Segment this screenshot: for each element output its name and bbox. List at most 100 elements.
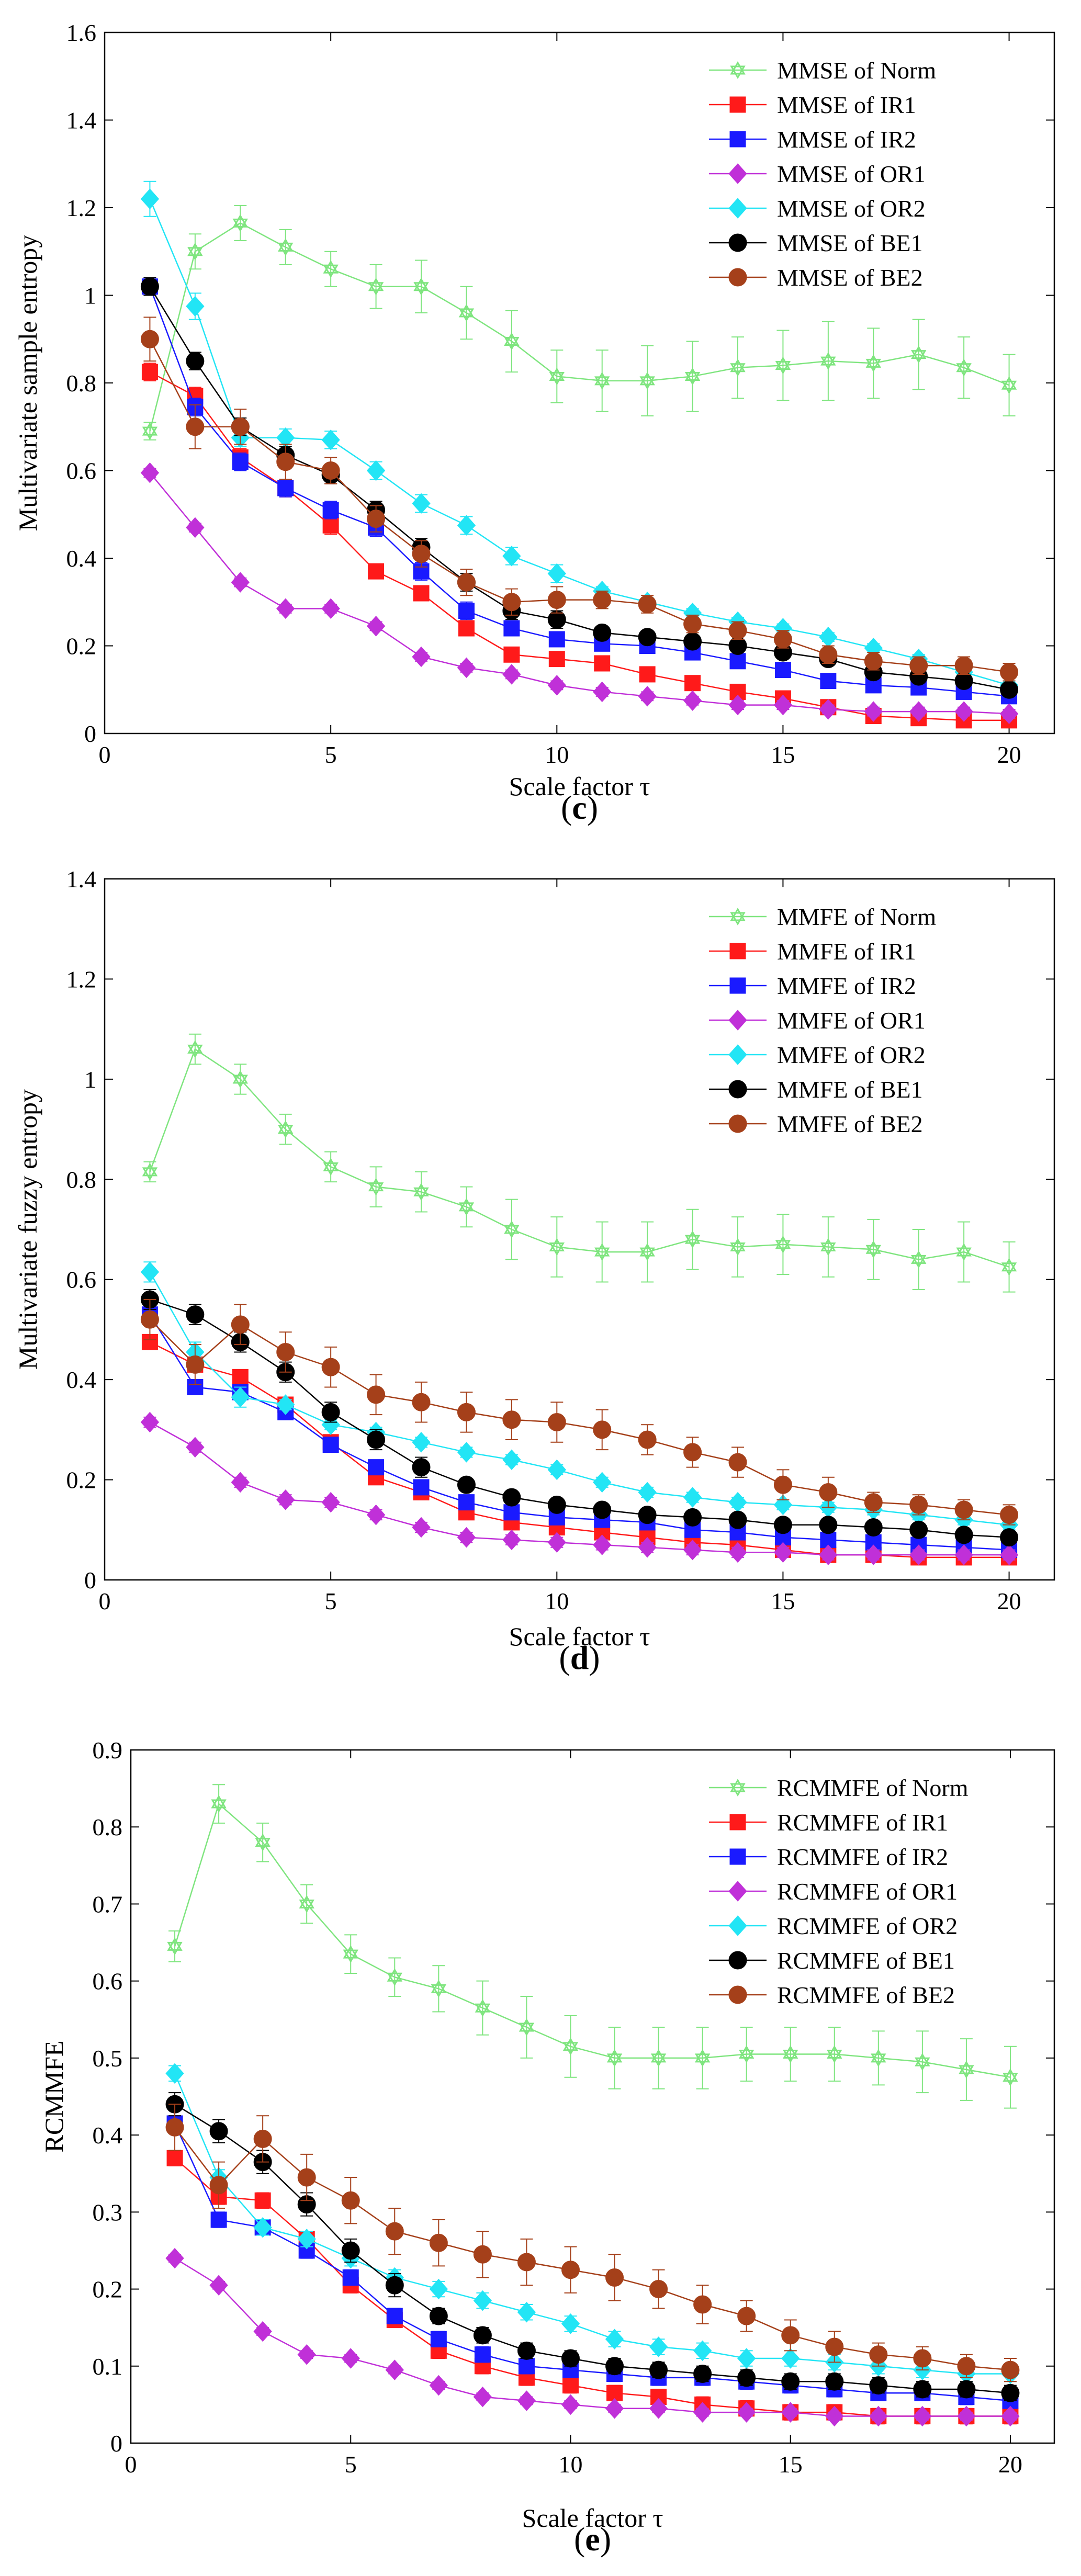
y-tick-label: 0.6: [66, 458, 97, 484]
data-point: [210, 2211, 227, 2228]
data-point: [693, 2402, 712, 2423]
data-point: [209, 2122, 228, 2141]
data-point: [140, 277, 159, 296]
data-point: [869, 2405, 888, 2427]
data-point: [649, 2280, 668, 2299]
data-point: [561, 2394, 580, 2415]
data-point: [412, 1432, 431, 1453]
data-point: [367, 1385, 386, 1404]
data-point: [141, 364, 158, 380]
data-point: [683, 1487, 702, 1508]
legend-marker: [728, 1951, 747, 1970]
data-point: [368, 1459, 385, 1476]
data-point: [729, 653, 746, 670]
data-point: [458, 1494, 475, 1511]
series-line: [174, 2073, 1010, 2375]
data-point: [165, 2118, 184, 2137]
series-mmse-of-norm: [142, 205, 1017, 440]
data-point: [819, 645, 838, 664]
data-point: [1001, 376, 1017, 390]
data-point: [429, 2375, 448, 2396]
data-point: [782, 2050, 798, 2063]
legend-marker: [730, 1783, 746, 1797]
data-point: [503, 1504, 520, 1521]
x-tick-label: 0: [125, 2451, 137, 2478]
data-point: [593, 1420, 612, 1439]
data-point: [547, 563, 566, 584]
data-point: [276, 1489, 295, 1510]
legend: RCMMFE of Norm RCMMFE of IR1 RCMMFE of IR2…: [709, 1775, 969, 2008]
data-point: [605, 2357, 624, 2376]
data-point: [910, 1255, 927, 1269]
data-point: [913, 2380, 932, 2399]
data-point: [231, 1386, 250, 1408]
legend-item: MMFE of Norm: [709, 903, 936, 930]
y-axis-label: RCMMFE: [39, 2041, 69, 2153]
legend-label: MMSE of OR2: [777, 195, 926, 222]
data-point: [277, 242, 294, 256]
data-point: [915, 2057, 930, 2071]
data-point: [366, 616, 386, 637]
y-tick-label: 0.2: [93, 2276, 123, 2303]
data-point: [385, 2359, 404, 2380]
data-point: [1001, 2360, 1020, 2379]
data-point: [321, 1403, 340, 1421]
legend-item: RCMMFE of IR1: [709, 1809, 948, 1836]
data-point: [728, 1492, 747, 1513]
legend-label: RCMMFE of Norm: [777, 1775, 969, 1801]
data-point: [166, 2150, 183, 2166]
data-point: [820, 356, 836, 370]
series-line: [149, 1048, 1009, 1268]
data-point: [517, 2301, 536, 2323]
data-point: [547, 1413, 566, 1431]
data-point: [683, 1508, 702, 1527]
data-point: [910, 350, 927, 364]
data-point: [297, 2229, 316, 2250]
panel-label: (c): [561, 789, 598, 826]
data-point: [638, 595, 657, 614]
data-point: [385, 2222, 404, 2241]
data-point: [593, 1534, 612, 1555]
legend-item: RCMMFE of BE1: [709, 1947, 955, 1974]
legend-marker: [729, 1848, 746, 1865]
data-point: [593, 1500, 612, 1519]
x-tick-label: 20: [997, 741, 1021, 768]
legend-item: MMSE of OR2: [709, 195, 926, 222]
y-tick-label: 0.1: [93, 2353, 123, 2380]
data-point: [504, 336, 520, 351]
data-point: [639, 1247, 655, 1261]
panel-label: (e): [574, 2521, 611, 2558]
legend-label: MMSE of Norm: [777, 57, 936, 84]
data-point: [473, 2386, 492, 2408]
data-point: [457, 515, 476, 536]
data-point: [276, 598, 295, 619]
series-mmfe-of-be2: [140, 1299, 1019, 1526]
x-tick-label: 15: [771, 1588, 795, 1614]
data-point: [549, 1242, 565, 1256]
data-point: [341, 2241, 360, 2260]
data-point: [549, 1238, 565, 1251]
data-point: [773, 1542, 793, 1563]
data-point: [368, 1178, 384, 1192]
data-point: [956, 1243, 972, 1257]
data-point: [825, 2372, 844, 2391]
data-point: [684, 367, 701, 381]
data-point: [167, 1937, 183, 1951]
legend-marker: [728, 1881, 747, 1902]
data-point: [343, 1945, 358, 1959]
data-point: [594, 376, 610, 390]
data-point: [1000, 1528, 1019, 1547]
plot-area-frame: [130, 1749, 1055, 2444]
legend-label: MMSE of BE1: [777, 230, 923, 256]
data-point: [517, 2390, 536, 2411]
series-mmse-of-be1: [140, 277, 1019, 699]
data-point: [864, 652, 883, 671]
data-point: [547, 675, 566, 696]
y-tick-label: 0.5: [93, 2045, 123, 2072]
y-tick-label: 1: [84, 1066, 96, 1093]
y-tick-label: 0: [84, 720, 96, 747]
data-point: [683, 690, 702, 711]
data-point: [412, 545, 431, 563]
data-point: [431, 1980, 447, 1993]
